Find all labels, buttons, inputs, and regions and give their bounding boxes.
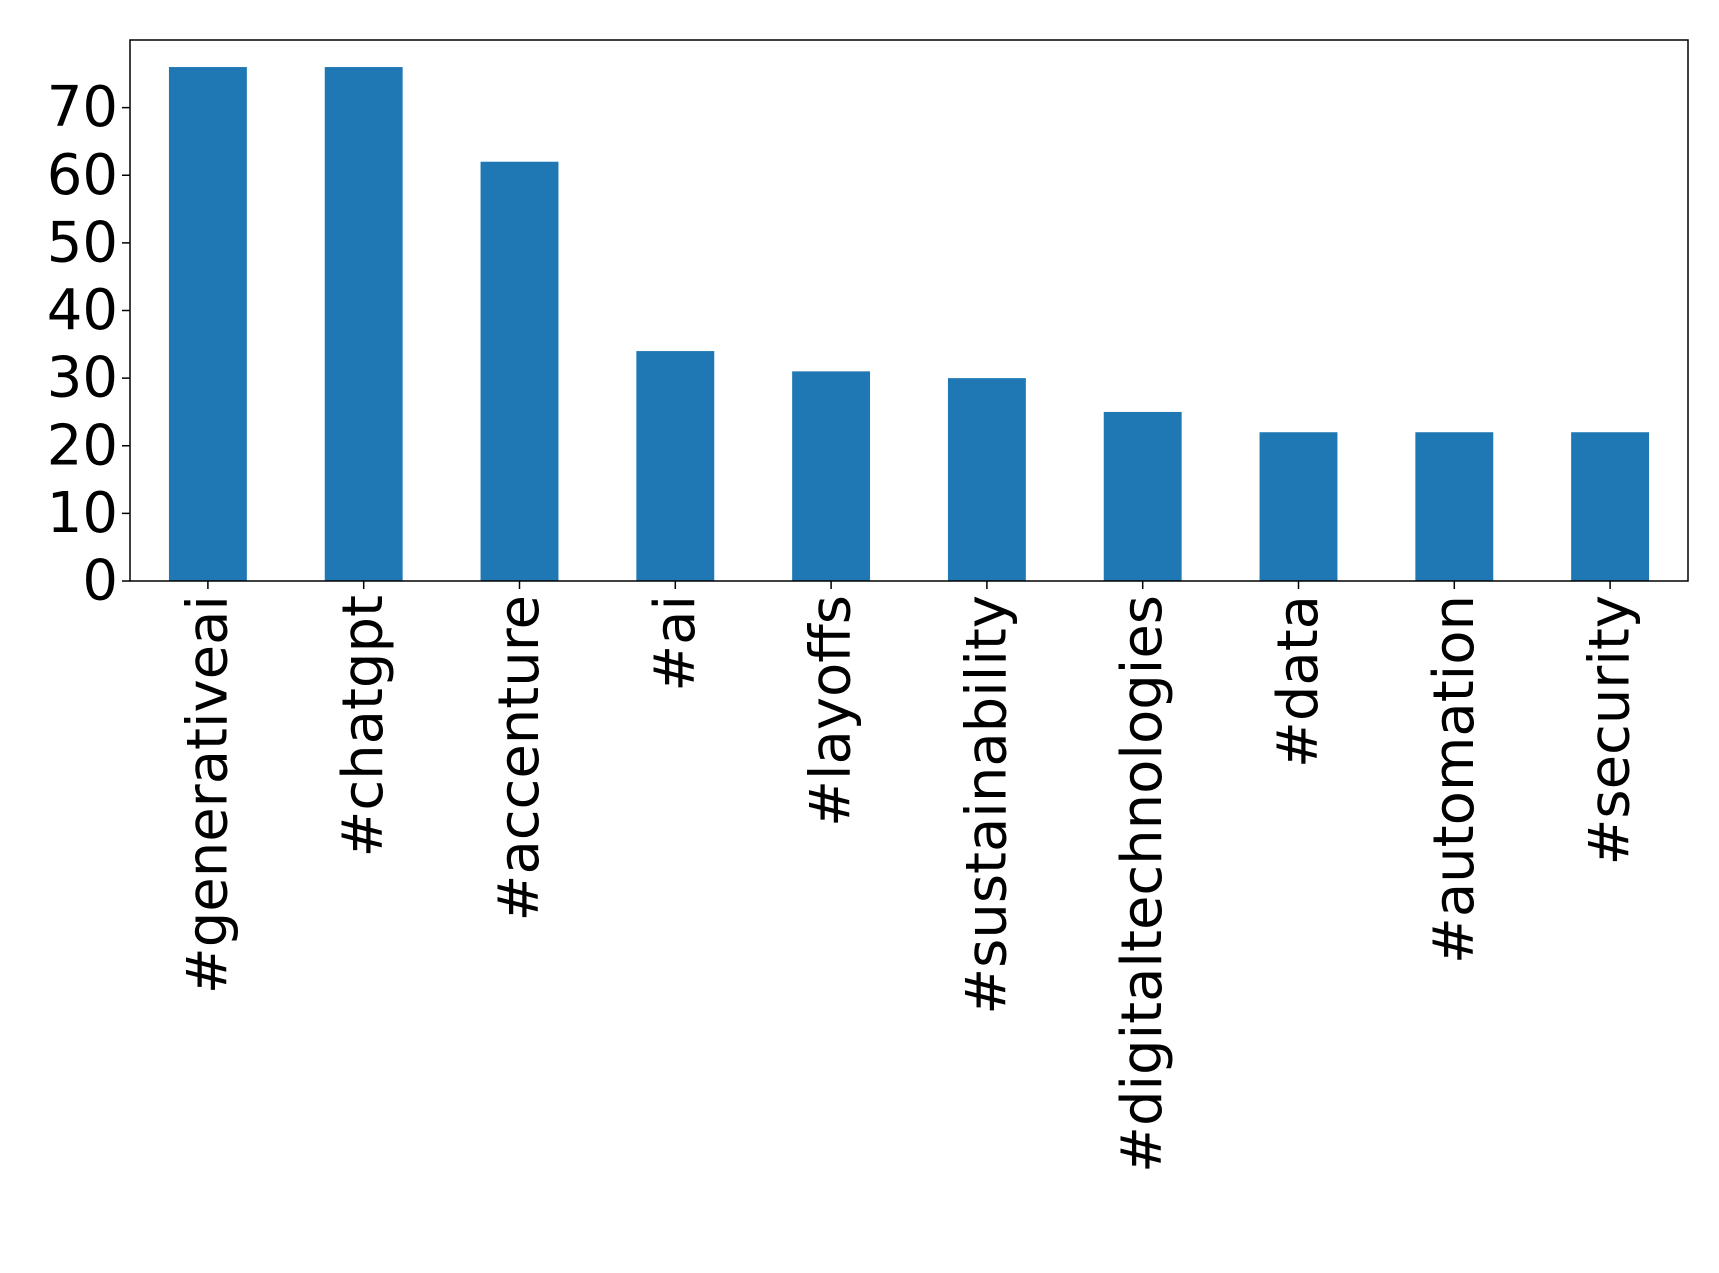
y-tick-label: 60 (47, 143, 118, 208)
bar-digitaltechnologies (1103, 411, 1182, 581)
y-tick-label: 40 (47, 278, 118, 343)
bar-ai (636, 351, 715, 581)
bar-security (1571, 432, 1650, 581)
x-tick-label-ai: #ai (643, 595, 708, 692)
bar-sustainability (947, 378, 1026, 581)
y-tick-label: 10 (47, 481, 118, 546)
bar-layoffs (792, 371, 871, 581)
x-tick-label-automation: #automation (1422, 595, 1487, 964)
x-tick-label-chatgpt: #chatgpt (331, 595, 396, 858)
y-tick-label: 70 (47, 75, 118, 140)
y-tick-label: 20 (47, 413, 118, 478)
bars-group (168, 67, 1650, 582)
x-axis: #generativeai #chatgpt #accenture #ai #layof… (175, 581, 1643, 1173)
x-tick-label-generativeai: #generativeai (175, 595, 240, 994)
y-tick-label: 0 (82, 549, 118, 614)
x-tick-label-sustainability: #sustainability (954, 595, 1019, 1015)
x-tick-label-digitaltechnologies: #digitaltechnologies (1110, 595, 1175, 1173)
bar-chatgpt (324, 67, 403, 582)
bar-data (1259, 432, 1338, 581)
bar-accenture (480, 161, 559, 581)
x-tick-label-accenture: #accenture (487, 595, 552, 921)
y-tick-label: 30 (47, 346, 118, 411)
x-tick-label-data: #data (1266, 595, 1331, 768)
plot-frame (129, 39, 1689, 582)
bar-automation (1415, 432, 1494, 581)
x-tick-label-layoffs: #layoffs (799, 595, 864, 827)
bar-generativeai (168, 67, 247, 582)
x-tick-label-security: #security (1578, 595, 1643, 866)
y-tick-label: 50 (47, 210, 118, 275)
